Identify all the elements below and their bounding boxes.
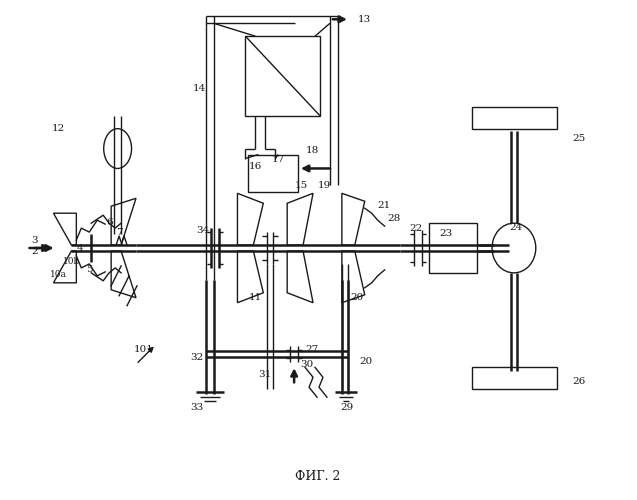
Bar [248,154,298,192]
Ellipse shape [492,223,536,273]
Bar [472,107,557,128]
Text: 101: 101 [134,345,154,354]
Polygon shape [287,194,313,245]
Polygon shape [111,198,136,245]
Text: 34: 34 [197,226,210,234]
Text: 10b: 10b [64,258,81,266]
Ellipse shape [104,128,132,168]
Text: 14: 14 [193,84,206,94]
Text: 19: 19 [318,181,331,190]
Polygon shape [287,251,313,302]
Text: 5: 5 [86,266,93,274]
Text: 28: 28 [387,214,401,222]
Polygon shape [111,251,136,298]
Bar [472,368,557,389]
Text: 7: 7 [116,228,123,236]
Text: 30: 30 [300,360,313,369]
Polygon shape [342,194,365,245]
Text: 27: 27 [305,345,318,354]
Bar [429,223,477,273]
Polygon shape [54,251,76,283]
Text: 23: 23 [440,228,452,237]
Text: 24: 24 [509,222,522,232]
Text: 10a: 10a [50,270,66,280]
Text: 13: 13 [358,15,371,24]
Polygon shape [238,251,263,302]
Polygon shape [238,194,263,245]
Text: 4: 4 [76,244,83,252]
Text: 31: 31 [259,370,271,379]
Text: 32: 32 [190,353,204,362]
Text: 3: 3 [32,236,38,244]
Text: 16: 16 [248,162,262,171]
Bar [245,36,320,116]
Text: ФИГ. 2: ФИГ. 2 [296,470,341,483]
Polygon shape [54,213,76,245]
Text: 17: 17 [272,155,285,164]
Text: 20: 20 [350,293,363,302]
Text: 21: 21 [378,200,391,210]
Text: 25: 25 [573,134,586,143]
Text: 29: 29 [340,402,353,411]
Polygon shape [342,251,365,302]
Text: 11: 11 [248,293,262,302]
Text: 33: 33 [190,402,204,411]
Text: 12: 12 [52,124,65,133]
Text: 26: 26 [573,377,586,386]
Text: 18: 18 [306,146,319,155]
Text: 15: 15 [295,181,308,190]
Text: 2: 2 [32,248,38,256]
Text: 6: 6 [106,218,113,226]
Text: 22: 22 [410,224,423,232]
Text: 20: 20 [360,357,373,366]
